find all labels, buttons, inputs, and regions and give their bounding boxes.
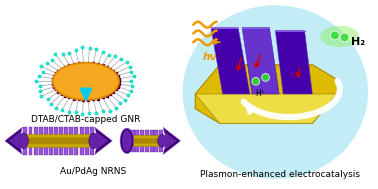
FancyBboxPatch shape bbox=[22, 135, 95, 147]
Polygon shape bbox=[211, 28, 250, 94]
Text: Plasmon-enhanced electrocatalysis: Plasmon-enhanced electrocatalysis bbox=[200, 170, 360, 179]
Ellipse shape bbox=[19, 133, 28, 149]
Ellipse shape bbox=[122, 130, 132, 152]
Polygon shape bbox=[5, 127, 22, 155]
Bar bbox=[150, 130, 153, 152]
Polygon shape bbox=[275, 31, 312, 94]
Polygon shape bbox=[95, 127, 112, 155]
Ellipse shape bbox=[252, 77, 260, 85]
Ellipse shape bbox=[340, 33, 349, 42]
Polygon shape bbox=[163, 127, 181, 155]
Polygon shape bbox=[195, 65, 337, 123]
Bar bbox=[28, 127, 33, 155]
Text: H₂: H₂ bbox=[352, 37, 366, 47]
Bar bbox=[140, 130, 144, 152]
Bar bbox=[145, 130, 149, 152]
Text: Au/PdAg NRNS: Au/PdAg NRNS bbox=[60, 167, 126, 176]
Ellipse shape bbox=[330, 31, 339, 40]
Bar bbox=[49, 127, 53, 155]
Text: hν: hν bbox=[203, 52, 218, 62]
Text: e⁻: e⁻ bbox=[256, 61, 263, 66]
Text: e⁻: e⁻ bbox=[291, 72, 298, 77]
Bar bbox=[80, 127, 84, 155]
Bar bbox=[70, 127, 73, 155]
Text: H⁺: H⁺ bbox=[256, 89, 266, 98]
Ellipse shape bbox=[183, 5, 368, 179]
Bar bbox=[23, 127, 27, 155]
Bar bbox=[59, 127, 63, 155]
Polygon shape bbox=[242, 28, 279, 94]
Bar bbox=[90, 127, 94, 155]
Ellipse shape bbox=[89, 133, 99, 149]
Polygon shape bbox=[164, 131, 177, 151]
Polygon shape bbox=[96, 131, 108, 151]
Ellipse shape bbox=[158, 135, 166, 147]
Bar bbox=[54, 127, 58, 155]
Polygon shape bbox=[9, 131, 22, 151]
Ellipse shape bbox=[120, 128, 134, 153]
Bar bbox=[131, 130, 135, 152]
Bar bbox=[74, 127, 78, 155]
FancyBboxPatch shape bbox=[25, 137, 92, 144]
Bar bbox=[85, 127, 88, 155]
FancyBboxPatch shape bbox=[126, 136, 163, 146]
Ellipse shape bbox=[53, 63, 119, 100]
Ellipse shape bbox=[320, 26, 359, 47]
Bar bbox=[34, 127, 37, 155]
Text: e⁻: e⁻ bbox=[238, 64, 245, 69]
Polygon shape bbox=[195, 94, 337, 123]
Bar bbox=[126, 130, 130, 152]
Ellipse shape bbox=[262, 74, 270, 81]
Bar bbox=[154, 130, 158, 152]
FancyBboxPatch shape bbox=[129, 138, 160, 144]
Bar bbox=[135, 130, 139, 152]
Bar bbox=[44, 127, 48, 155]
Bar bbox=[64, 127, 68, 155]
Bar bbox=[159, 130, 163, 152]
Text: DTAB/CTAB-capped GNR: DTAB/CTAB-capped GNR bbox=[31, 115, 141, 125]
Bar bbox=[39, 127, 43, 155]
